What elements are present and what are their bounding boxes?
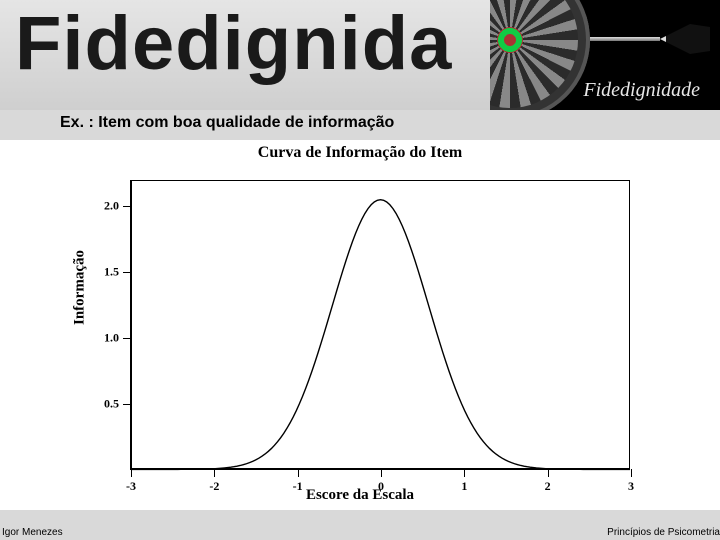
xtick	[381, 469, 382, 477]
ytick-label: 2.0	[104, 199, 119, 214]
chart-plot-area: 0.51.01.52.0-3-2-10123	[130, 180, 630, 470]
footer-course: Princípios de Psicometria	[607, 527, 720, 538]
chart-ylabel: Informação	[72, 250, 89, 325]
ytick-label: 0.5	[104, 397, 119, 412]
xtick	[298, 469, 299, 477]
chart-curve	[131, 180, 630, 469]
page-title: Fidedignida	[15, 0, 452, 87]
header-image-panel: Fidedignidade	[490, 0, 720, 110]
ytick-label: 1.0	[104, 331, 119, 346]
chart-container: Curva de Informação do Item Informação 0…	[0, 140, 720, 510]
dart-graphic	[590, 24, 710, 54]
header-image-caption: Fidedignidade	[583, 79, 700, 102]
xtick	[131, 469, 132, 477]
ytick	[123, 404, 131, 405]
xtick	[464, 469, 465, 477]
footer-author: Igor Menezes	[2, 527, 63, 538]
xtick	[214, 469, 215, 477]
ytick	[123, 272, 131, 273]
ytick-label: 1.5	[104, 265, 119, 280]
header: Fidedignida Fidedignidade	[0, 0, 720, 110]
ytick	[123, 206, 131, 207]
xtick	[631, 469, 632, 477]
chart-title: Curva de Informação do Item	[0, 144, 720, 162]
dartboard-graphic	[490, 0, 590, 110]
ytick	[123, 338, 131, 339]
chart-xlabel: Escore da Escala	[0, 487, 720, 504]
xtick	[548, 469, 549, 477]
subtitle: Ex. : Item com boa qualidade de informaç…	[60, 114, 394, 132]
